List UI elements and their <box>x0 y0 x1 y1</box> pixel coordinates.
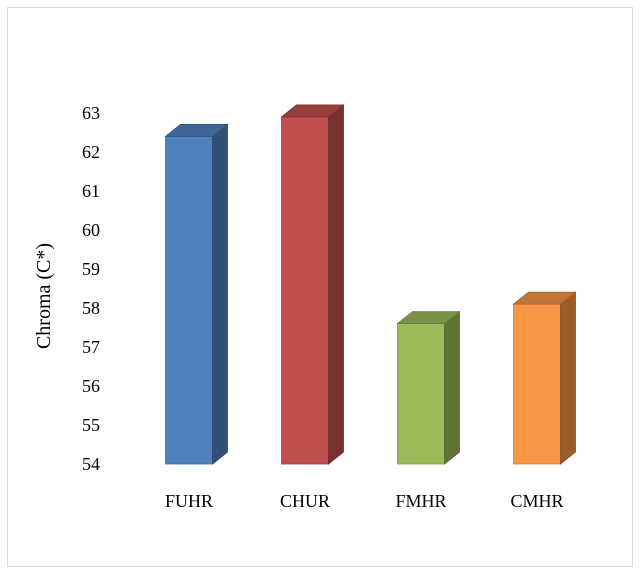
x-category-label: FMHR <box>395 491 446 511</box>
x-category-label: FUHR <box>165 491 213 511</box>
bar-side <box>328 104 344 465</box>
bar-top <box>164 124 229 137</box>
bar-front <box>281 116 329 465</box>
bar-front <box>397 323 445 465</box>
y-tick-label: 59 <box>82 259 100 279</box>
x-category-label: CHUR <box>280 491 330 511</box>
x-category-label: CMHR <box>510 491 563 511</box>
bar-fmhr <box>396 310 461 465</box>
bar-cmhr <box>512 291 577 465</box>
bar-front <box>513 303 561 465</box>
y-tick-label: 60 <box>82 220 100 240</box>
bar-side <box>444 310 460 465</box>
bar-top <box>280 104 345 118</box>
category-labels: FUHR CHUR FMHR CMHR <box>165 491 564 511</box>
y-tick-label: 63 <box>82 103 100 123</box>
bar-side <box>560 291 576 465</box>
y-tick-label: 61 <box>82 181 100 201</box>
y-tick-label: 57 <box>82 337 100 357</box>
bar-side <box>212 123 228 465</box>
bar-front <box>165 135 213 465</box>
bar-fuhr <box>164 123 229 465</box>
y-tick-label: 58 <box>82 298 100 318</box>
y-tick-label: 62 <box>82 142 100 162</box>
y-tick-label: 55 <box>82 415 100 435</box>
bar-top <box>396 311 461 325</box>
y-tick-label: 56 <box>82 376 100 396</box>
bars <box>164 104 577 465</box>
bar-chur <box>280 104 345 465</box>
y-tick-label: 54 <box>82 454 100 474</box>
y-axis-title: Chroma (C*) <box>33 243 55 349</box>
y-tick-labels: 54 55 56 57 58 59 60 61 62 63 <box>82 103 100 474</box>
bar-top <box>512 291 577 305</box>
